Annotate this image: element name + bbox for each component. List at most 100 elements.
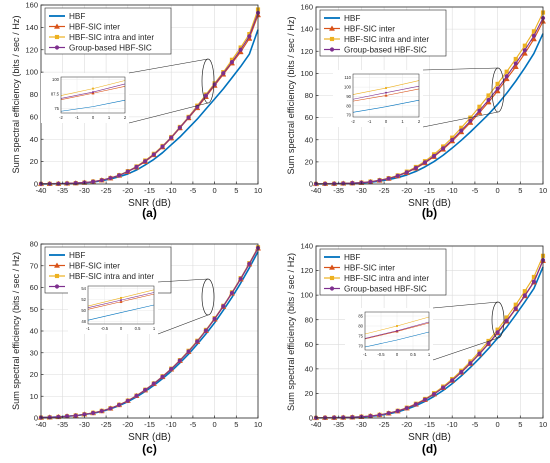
y-axis-label: Sum spectral efficiency (bits / sec / Hz… (286, 253, 296, 411)
data-point (82, 412, 87, 417)
y-tick-label: 140 (25, 23, 38, 32)
data-point (422, 160, 428, 165)
panel-label: (a) (142, 206, 157, 220)
y-tick-label: 70 (30, 261, 38, 270)
legend-label: Group-based HBF-SIC (344, 46, 427, 55)
x-axis-label: SNR (dB) (408, 432, 451, 443)
data-point (99, 408, 104, 414)
data-point (431, 153, 437, 158)
inset-x-tick-label: 0 (396, 352, 399, 357)
inset-y-tick-label: 100 (52, 77, 60, 82)
data-point (229, 57, 235, 62)
series-markers (313, 15, 546, 186)
x-tick-label: -20 (122, 420, 133, 429)
inset-x-tick-label: -1 (368, 119, 372, 124)
inset-x-tick-label: -0.5 (377, 352, 385, 357)
inset-y-tick-label: 90 (346, 94, 351, 99)
y-tick-label: 20 (305, 157, 313, 166)
data-point (160, 144, 165, 149)
x-tick-label: 0 (213, 420, 217, 429)
data-point (531, 33, 536, 38)
inset-data-point (119, 300, 123, 303)
y-tick-label: 60 (30, 112, 38, 121)
x-tick-label: -10 (166, 186, 177, 195)
data-point (125, 169, 130, 174)
y-tick-label: 100 (25, 68, 38, 77)
data-point (151, 381, 156, 386)
inset-x-tick-label: -2 (59, 115, 63, 120)
data-point (513, 302, 518, 307)
x-tick-label: -20 (401, 186, 412, 195)
panel-label: (c) (142, 442, 157, 456)
data-point (247, 34, 252, 39)
data-point (186, 349, 191, 354)
data-point (108, 406, 113, 411)
panel-label: (d) (422, 442, 437, 456)
x-tick-label: -35 (57, 420, 68, 429)
inset-background (345, 308, 433, 360)
x-tick-label: -5 (190, 420, 197, 429)
inset-series-line (352, 99, 420, 113)
x-tick-label: -10 (447, 420, 458, 429)
data-point (504, 69, 509, 74)
y-tick-label: 40 (30, 135, 38, 144)
inset-x-tick-label: 0.5 (410, 352, 416, 357)
data-point (73, 181, 78, 186)
data-point (238, 276, 243, 281)
data-point (450, 137, 455, 142)
inset-axes-box (60, 76, 126, 114)
data-point (441, 385, 446, 390)
data-point (203, 328, 208, 333)
x-tick-label: -35 (333, 186, 344, 195)
legend-label: HBF-SIC intra and inter (69, 272, 154, 281)
y-tick-label: 140 (300, 242, 313, 251)
x-tick-label: -40 (311, 420, 322, 429)
legend-label: HBF-SIC intra and inter (344, 274, 429, 283)
data-point (134, 164, 139, 169)
data-point (125, 398, 130, 403)
x-tick-label: -15 (144, 186, 155, 195)
inset-x-tick-label: 1 (428, 352, 431, 357)
data-point (395, 173, 400, 178)
data-point (117, 173, 122, 178)
inset-y-tick-label: 50 (81, 308, 86, 313)
legend-marker (53, 23, 61, 29)
data-point (459, 125, 464, 130)
zoom-connector (128, 58, 209, 74)
data-point (341, 415, 346, 420)
legend-marker (54, 34, 60, 40)
x-tick-label: -40 (36, 420, 47, 429)
data-point (450, 378, 455, 383)
inset-background (41, 73, 129, 123)
data-point (99, 178, 104, 183)
data-point (247, 32, 252, 37)
legend-label: HBF-SIC inter (344, 25, 395, 34)
zoom-connector (157, 314, 209, 335)
data-point (513, 61, 518, 66)
data-point (522, 289, 527, 294)
x-tick-label: -5 (472, 186, 479, 195)
inset-y-tick-label: 110 (344, 75, 351, 80)
data-point (238, 45, 243, 50)
data-point (468, 118, 473, 123)
inset: -2 -1 0 1 2 70 80 90 100 110 (333, 70, 423, 127)
data-point (350, 181, 355, 186)
legend-label: Group-based HBF-SIC (344, 285, 427, 294)
inset: -1 -0.5 0 0.5 1 48 50 52 54 (68, 282, 158, 334)
data-point (504, 318, 509, 323)
y-tick-label: 20 (305, 389, 313, 398)
data-point (531, 274, 536, 280)
data-point (404, 405, 409, 411)
data-point (151, 152, 156, 157)
x-tick-label: -20 (122, 186, 133, 195)
inset-y-tick-label: 80 (358, 324, 363, 329)
y-tick-label: 120 (25, 45, 38, 54)
inset-background (333, 70, 423, 127)
y-tick-label: 100 (300, 291, 313, 300)
y-tick-label: 160 (300, 3, 313, 12)
series-markers (38, 10, 261, 186)
data-point (108, 175, 113, 181)
data-point (386, 411, 391, 416)
inset-data-point (120, 299, 122, 302)
